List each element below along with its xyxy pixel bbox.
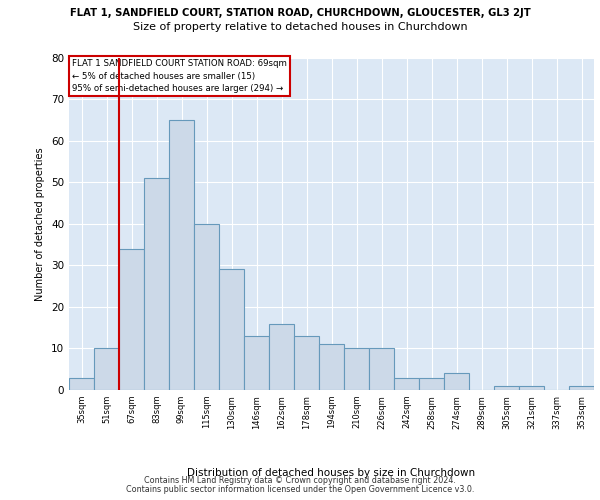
Bar <box>244 336 269 390</box>
Bar <box>94 348 119 390</box>
Bar <box>394 378 419 390</box>
Bar <box>269 324 294 390</box>
Bar <box>69 378 94 390</box>
Bar <box>494 386 519 390</box>
Text: Contains public sector information licensed under the Open Government Licence v3: Contains public sector information licen… <box>126 485 474 494</box>
Bar <box>519 386 544 390</box>
Bar <box>169 120 194 390</box>
Text: FLAT 1, SANDFIELD COURT, STATION ROAD, CHURCHDOWN, GLOUCESTER, GL3 2JT: FLAT 1, SANDFIELD COURT, STATION ROAD, C… <box>70 8 530 18</box>
Bar <box>144 178 169 390</box>
Text: FLAT 1 SANDFIELD COURT STATION ROAD: 69sqm
← 5% of detached houses are smaller (: FLAT 1 SANDFIELD COURT STATION ROAD: 69s… <box>71 59 287 93</box>
Y-axis label: Number of detached properties: Number of detached properties <box>35 147 46 300</box>
Bar <box>444 374 469 390</box>
Text: Contains HM Land Registry data © Crown copyright and database right 2024.: Contains HM Land Registry data © Crown c… <box>144 476 456 485</box>
Bar <box>194 224 219 390</box>
Bar <box>344 348 369 390</box>
Bar <box>569 386 594 390</box>
Bar <box>419 378 444 390</box>
Text: Size of property relative to detached houses in Churchdown: Size of property relative to detached ho… <box>133 22 467 32</box>
X-axis label: Distribution of detached houses by size in Churchdown: Distribution of detached houses by size … <box>187 468 476 478</box>
Bar <box>319 344 344 390</box>
Bar <box>294 336 319 390</box>
Bar <box>369 348 394 390</box>
Bar <box>219 270 244 390</box>
Bar <box>119 248 144 390</box>
